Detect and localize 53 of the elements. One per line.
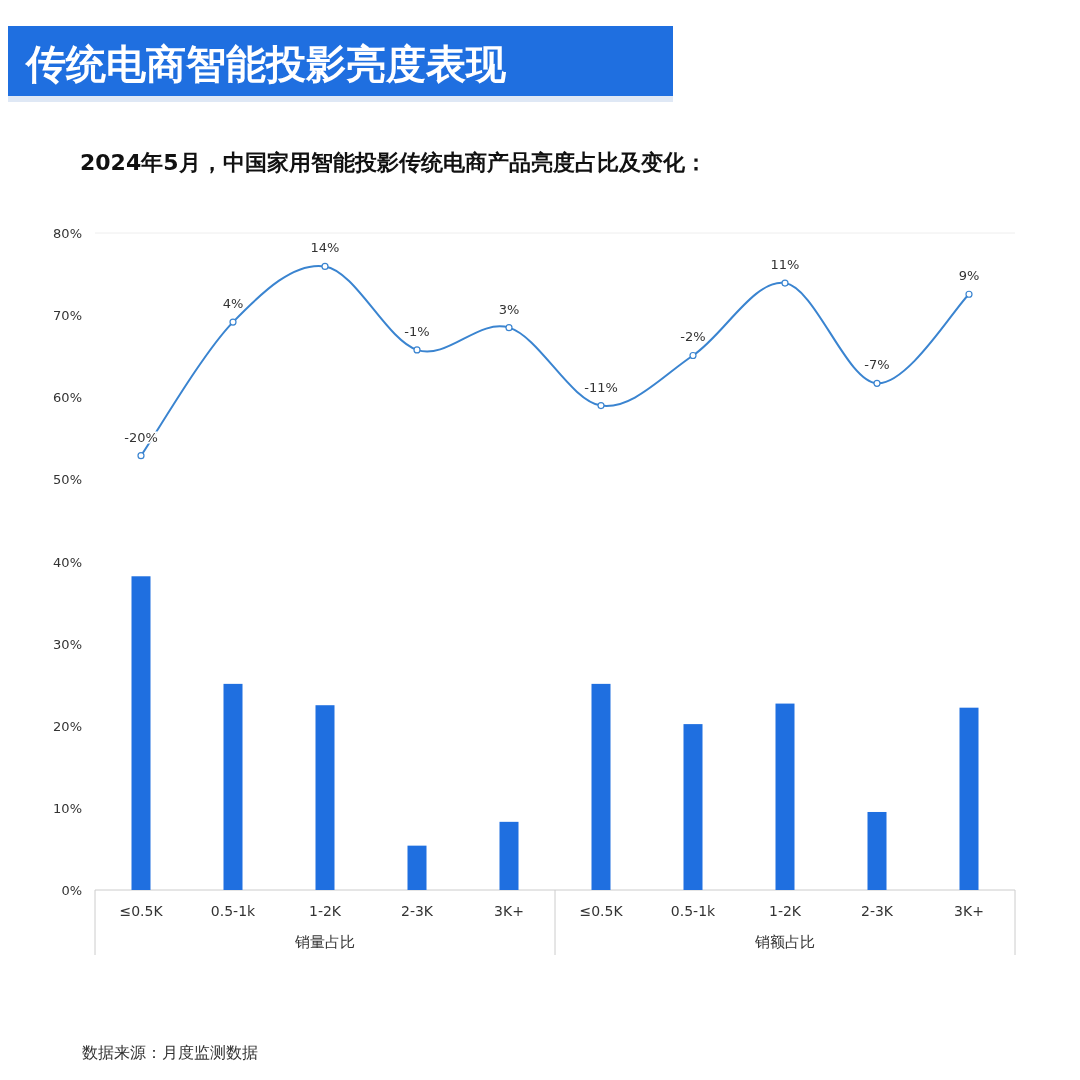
point bbox=[413, 346, 421, 354]
text: 销额占比 bbox=[754, 933, 815, 951]
point bbox=[597, 402, 605, 410]
point bbox=[321, 262, 329, 271]
data-label: 4% bbox=[222, 296, 244, 312]
point bbox=[781, 279, 789, 287]
x-tick-label: 2-3K bbox=[860, 903, 894, 919]
data-label: 9% bbox=[958, 268, 980, 284]
point bbox=[229, 318, 237, 326]
data-label: -2% bbox=[680, 329, 706, 345]
y-tick-label: 70% bbox=[53, 308, 82, 324]
point bbox=[689, 351, 697, 360]
bar bbox=[775, 703, 795, 890]
x-tick-label: 0.5-1k bbox=[670, 903, 717, 919]
x-tick-label: ≤0.5K bbox=[119, 903, 164, 919]
y-tick-label: 30% bbox=[53, 636, 82, 652]
bar bbox=[591, 683, 611, 890]
x-tick-label: 1-2K bbox=[768, 903, 802, 919]
x-tick-label: 3K+ bbox=[954, 903, 984, 919]
data-label: -7% bbox=[864, 357, 890, 373]
point bbox=[873, 379, 881, 387]
data-label: 11% bbox=[770, 257, 800, 273]
y-tick-label: 20% bbox=[53, 718, 82, 734]
y-tick-label: 50% bbox=[53, 472, 82, 488]
y-tick-label: 40% bbox=[53, 554, 82, 570]
point bbox=[965, 290, 973, 298]
bar bbox=[223, 683, 243, 890]
x-tick-label: ≤0.5K bbox=[579, 903, 624, 919]
bar bbox=[867, 811, 887, 890]
bar bbox=[959, 707, 979, 890]
bar bbox=[315, 705, 335, 890]
point bbox=[505, 324, 513, 332]
data-label: 14% bbox=[310, 240, 340, 256]
data-label: -11% bbox=[584, 379, 618, 395]
y-tick-label: 80% bbox=[53, 226, 82, 241]
x-tick-label: 2-3K bbox=[400, 903, 434, 919]
y-tick-label: 10% bbox=[53, 800, 82, 816]
bar bbox=[131, 576, 151, 890]
text: 销量占比 bbox=[294, 933, 355, 951]
x-tick-label: 1-2K bbox=[308, 903, 342, 919]
bar bbox=[683, 724, 703, 890]
chart-subtitle: 2024年5月，中国家用智能投影传统电商产品亮度占比及变化： bbox=[80, 150, 707, 175]
x-tick-label: 3K+ bbox=[494, 903, 524, 919]
bar bbox=[407, 845, 427, 890]
x-tick-label: 0.5-1k bbox=[210, 903, 257, 919]
point bbox=[137, 452, 145, 460]
source-note: 数据来源：月度监测数据 bbox=[82, 1043, 258, 1062]
y-tick-label: 0% bbox=[61, 883, 82, 898]
data-label: -1% bbox=[404, 323, 430, 339]
bar bbox=[499, 821, 519, 890]
y-tick-label: 60% bbox=[53, 390, 82, 406]
data-label: 3% bbox=[498, 301, 520, 317]
chart-title: 传统电商智能投影亮度表现 bbox=[24, 41, 507, 87]
